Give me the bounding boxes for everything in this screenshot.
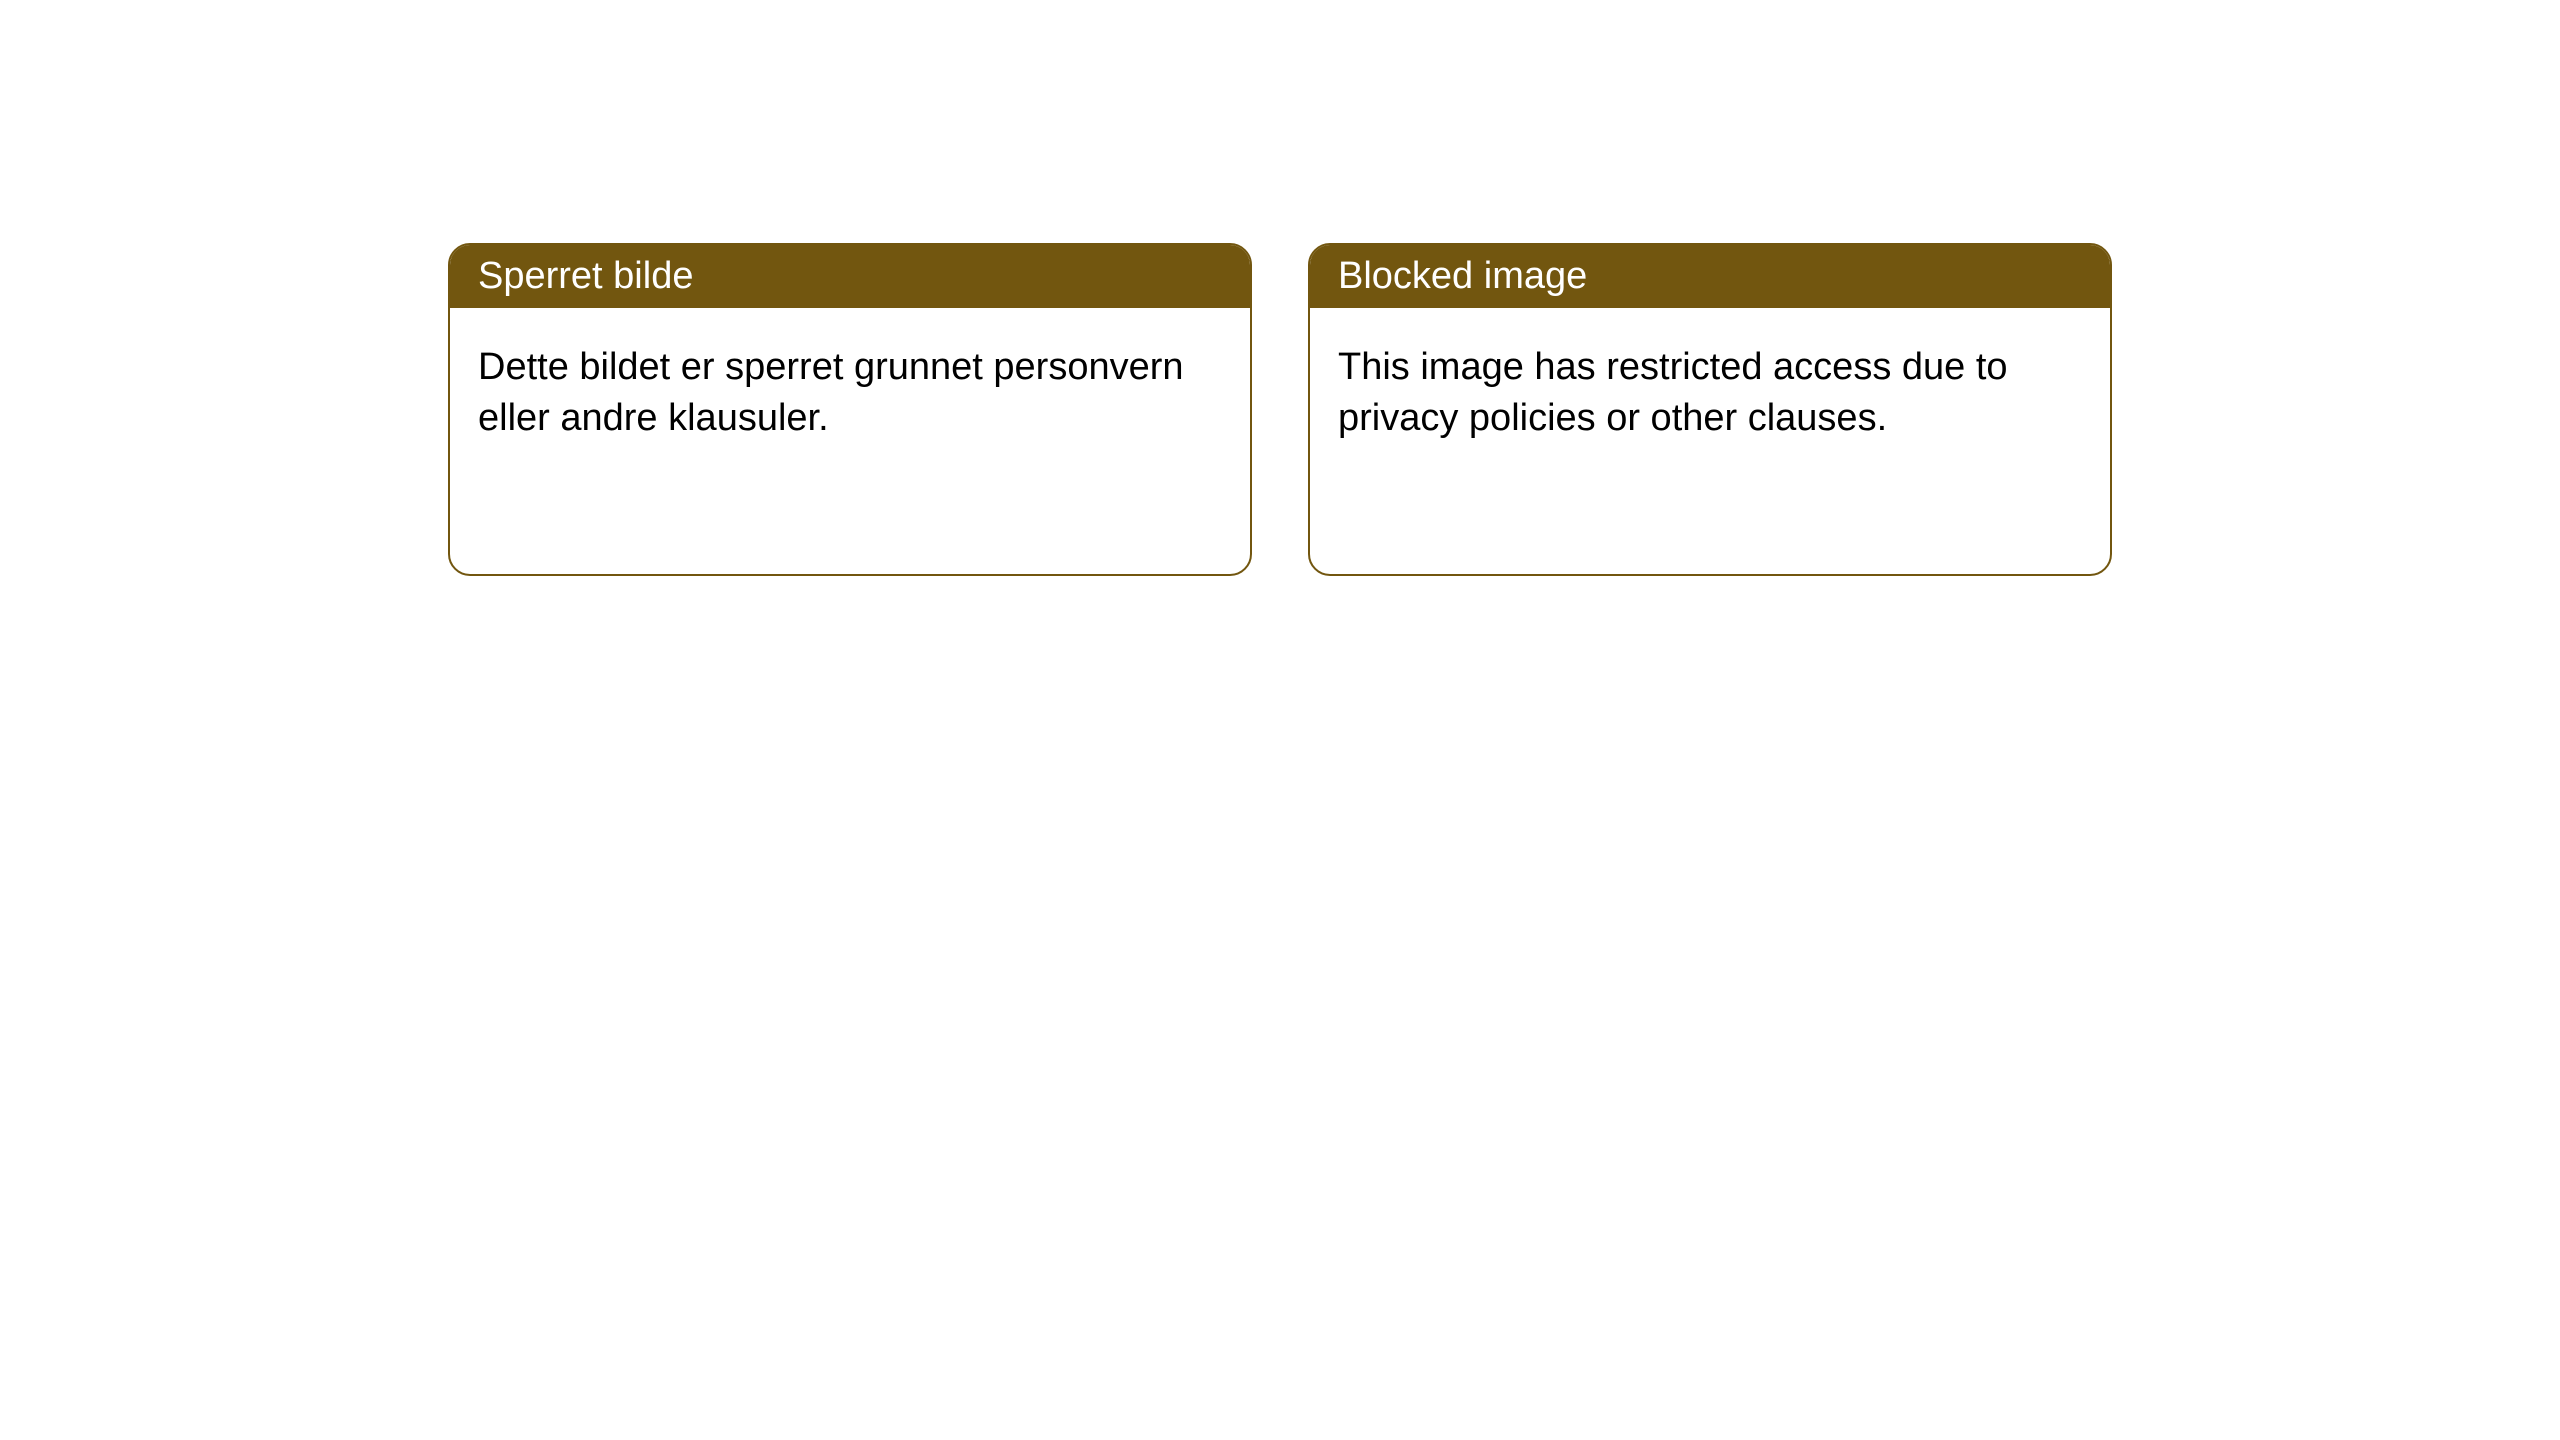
notice-card-no: Sperret bilde Dette bildet er sperret gr… [448,243,1252,576]
notice-card-message: This image has restricted access due to … [1338,346,2008,439]
notice-card-header: Sperret bilde [450,245,1250,308]
notice-card-row: Sperret bilde Dette bildet er sperret gr… [0,0,2560,576]
notice-card-title: Blocked image [1338,255,1587,297]
notice-card-header: Blocked image [1310,245,2110,308]
notice-card-message: Dette bildet er sperret grunnet personve… [478,346,1184,439]
notice-card-title: Sperret bilde [478,255,693,297]
notice-card-body: Dette bildet er sperret grunnet personve… [450,308,1250,473]
notice-card-en: Blocked image This image has restricted … [1308,243,2112,576]
notice-card-body: This image has restricted access due to … [1310,308,2110,473]
